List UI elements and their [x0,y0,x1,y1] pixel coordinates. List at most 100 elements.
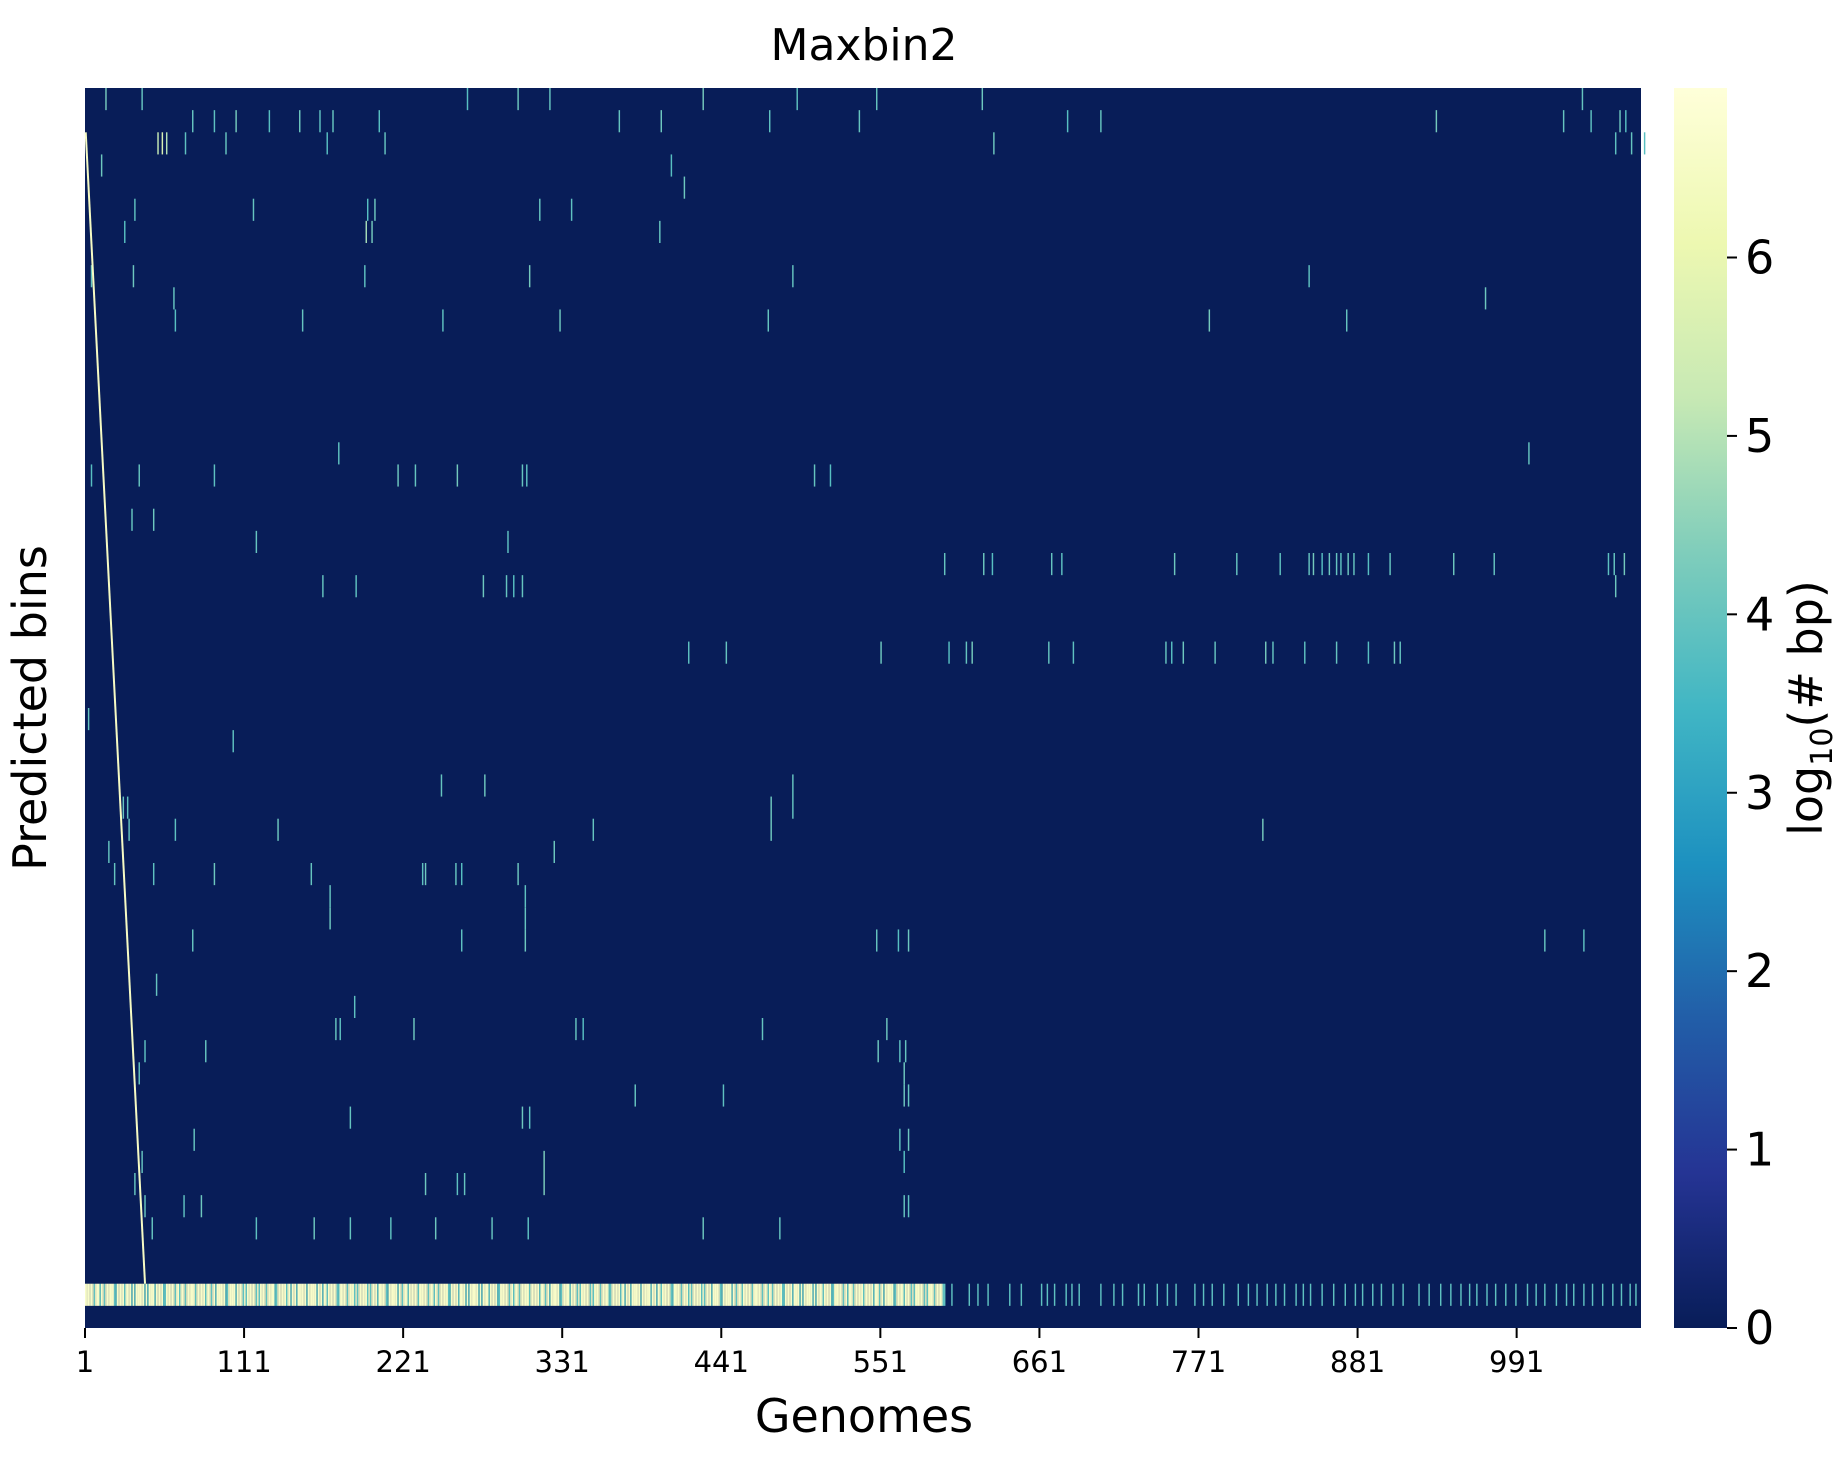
bottom-row-cell [407,1283,409,1306]
heatmap-cell [141,88,143,111]
bottom-row-cell [562,1283,564,1306]
bottom-row-cell [466,1283,469,1306]
bottom-row-cell [612,1283,615,1306]
bottom-row-cell [478,1283,480,1306]
bottom-row-cell [232,1283,234,1306]
bottom-row-cell [942,1283,944,1306]
bottom-row-cell [1418,1283,1420,1306]
heatmap-cell [310,863,313,886]
bottom-row-cell [851,1283,853,1306]
bottom-row-cell [87,1283,90,1306]
bottom-row-cell [719,1283,722,1306]
bottom-row-cell [744,1283,746,1306]
bottom-row-cell [670,1283,673,1306]
bottom-row-cell [530,1283,532,1306]
heatmap-cell [1528,442,1530,465]
heatmap-cell [659,220,661,243]
bottom-row-cell [417,1283,420,1306]
bottom-row-cell [826,1283,829,1306]
bottom-row-cell [605,1283,608,1306]
bottom-row-cell [589,1283,592,1306]
heatmap-cell [528,1106,531,1129]
heatmap-cell [255,1217,258,1240]
bottom-row-cell [573,1283,576,1306]
heatmap-cell [1614,132,1617,155]
bottom-row-cell [1460,1283,1462,1306]
heatmap-cell [466,88,469,111]
heatmap-cell [132,265,135,288]
heatmap-cell [539,198,541,221]
bottom-row-cell [284,1283,287,1306]
bottom-row-cell [793,1283,796,1306]
bottom-row-cell [406,1283,408,1306]
bottom-row-cell [148,1283,151,1306]
bottom-row-cell [362,1283,365,1306]
bottom-row-cell [706,1283,709,1306]
bottom-row-cell [786,1283,788,1306]
bottom-row-cell [1078,1283,1080,1306]
heatmap-cell [434,1217,437,1240]
heatmap-cell [1607,553,1610,576]
colorbar-label-subscript: 10 [1805,728,1840,766]
bottom-row-cell [128,1283,130,1306]
bottom-row-cell [828,1283,830,1306]
heatmap-cell [213,110,216,133]
bottom-row-cell [602,1283,605,1306]
bottom-row-cell [487,1283,489,1306]
bottom-row-cell [521,1283,524,1306]
bottom-row-cell [471,1283,473,1306]
bottom-row-cell [1361,1283,1364,1306]
bottom-row-cell [659,1283,661,1306]
bottom-row-cell [651,1283,654,1306]
heatmap-cell [155,973,158,996]
bottom-row-cell [751,1283,754,1306]
heatmap-cell [165,132,168,155]
bottom-row-cell [330,1283,333,1306]
heatmap-cell [582,1018,584,1041]
bottom-row-cell [294,1283,297,1306]
bottom-row-cell [641,1283,644,1306]
bottom-row-cell [939,1283,942,1306]
bottom-row-cell [205,1283,207,1306]
bottom-row-cell [769,1283,771,1306]
bottom-row-cell [547,1283,550,1306]
bottom-row-cell [686,1283,689,1306]
bottom-row-cell [745,1283,748,1306]
bottom-row-cell [351,1283,353,1306]
bottom-row-cell [705,1283,707,1306]
bottom-row-cell [553,1283,555,1306]
bottom-row-cell [452,1283,454,1306]
heatmap-cell [491,1217,493,1240]
bottom-row-cell [844,1283,846,1306]
bottom-row-cell [742,1283,745,1306]
bottom-row-cell [943,1283,946,1306]
bottom-row-cell [1526,1283,1529,1306]
bottom-row-cell [716,1283,719,1306]
heatmap-cell [965,641,968,664]
bottom-row-cell [170,1283,172,1306]
bottom-row-cell [193,1283,195,1306]
bottom-row-cell [909,1283,911,1306]
x-tick-label: 881 [1330,1345,1385,1379]
bottom-row-cell [184,1283,187,1306]
bottom-row-cell [403,1283,405,1306]
bottom-row-cell [675,1283,677,1306]
heatmap-cell [455,863,457,886]
bottom-row-cell [685,1283,687,1306]
bottom-row-cell [287,1283,289,1306]
bottom-row-cell [226,1283,229,1306]
heatmap-cells [85,88,1704,1306]
bottom-row-cell [729,1283,732,1306]
bottom-row-cell [1494,1283,1497,1306]
bottom-row-cell [533,1283,535,1306]
bottom-row-cell [755,1283,758,1306]
heatmap-cell [1484,287,1487,310]
bottom-row-cell [1283,1283,1286,1306]
bottom-row-cell [552,1283,554,1306]
bottom-row-cell [168,1283,171,1306]
bottom-row-cell [834,1283,836,1306]
bottom-row-cell [410,1283,412,1306]
bottom-row-cell [845,1283,848,1306]
bottom-row-cell [1256,1283,1258,1306]
bottom-row-cell [371,1283,373,1306]
